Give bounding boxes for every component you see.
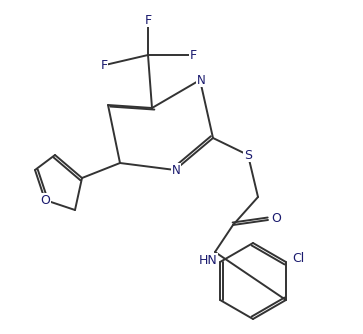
Text: S: S (244, 149, 252, 162)
Text: N: N (172, 164, 180, 176)
Text: O: O (271, 211, 281, 224)
Text: F: F (101, 58, 107, 71)
Text: F: F (144, 13, 152, 26)
Text: N: N (197, 73, 205, 87)
Text: F: F (189, 48, 196, 61)
Text: HN: HN (199, 254, 217, 267)
Text: Cl: Cl (292, 252, 304, 265)
Text: O: O (40, 193, 50, 206)
